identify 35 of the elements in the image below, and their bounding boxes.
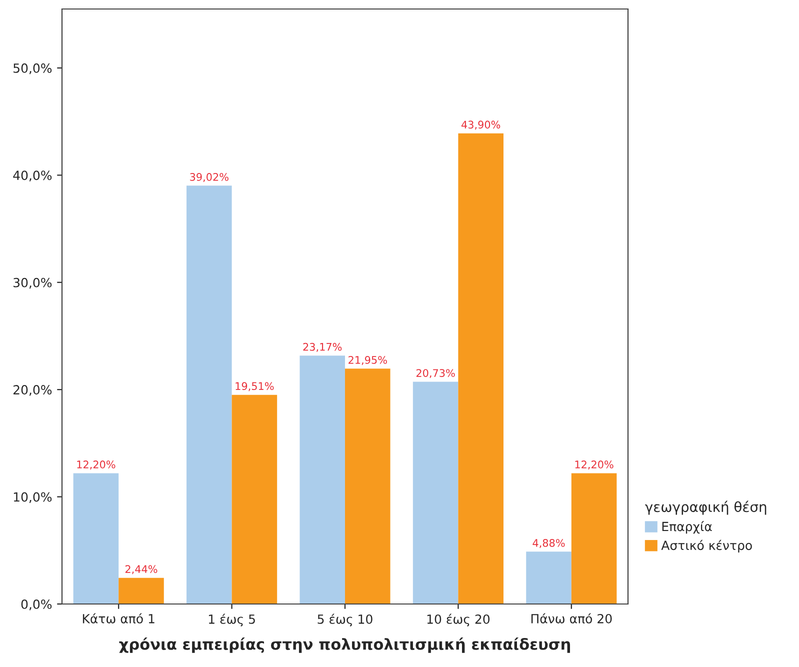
x-tick-label: 5 έως 10 [318,614,372,626]
y-tick-label: 10,0% [14,492,52,503]
bar [571,473,617,604]
x-tick-label: 10 έως 20 [427,614,490,626]
data-label: 2,44% [125,565,158,574]
x-tick-label: Πάνω από 20 [531,613,612,624]
data-label: 21,95% [348,356,387,365]
bar [412,382,458,604]
bar [232,394,278,604]
data-label: 19,51% [236,382,274,392]
data-label: 39,02% [190,173,228,182]
y-tick-label: 20,0% [13,385,52,396]
data-label: 12,20% [77,460,116,470]
bar [118,578,164,604]
y-tick-label: 40,0% [13,170,52,182]
x-axis-title: χρόνια εμπειρίας στην πολυπολιτισμική εκπαίδευση [119,637,570,653]
data-label: 12,20% [575,460,614,470]
legend-title: γεωγραφική θέση [645,500,766,515]
data-label: 4,88% [532,539,565,548]
y-tick-label: 0,0% [21,599,52,610]
x-tick-label: Κάτω από 1 [82,613,154,624]
bar [458,133,504,604]
data-label: 20,73% [416,369,455,378]
bar [73,473,119,604]
y-tick-label: 50,0% [14,63,52,74]
bar [526,552,572,604]
bar [345,368,390,604]
legend-label: Επαρχία [662,521,712,534]
bar [186,186,232,604]
legend-label: Αστικό κέντρο [661,540,752,552]
x-tick-label: 1 έως 5 [208,614,255,626]
data-label: 43,90% [461,120,500,130]
y-tick-label: 30,0% [14,278,52,289]
bar [300,356,345,604]
data-label: 23,17% [303,342,342,352]
